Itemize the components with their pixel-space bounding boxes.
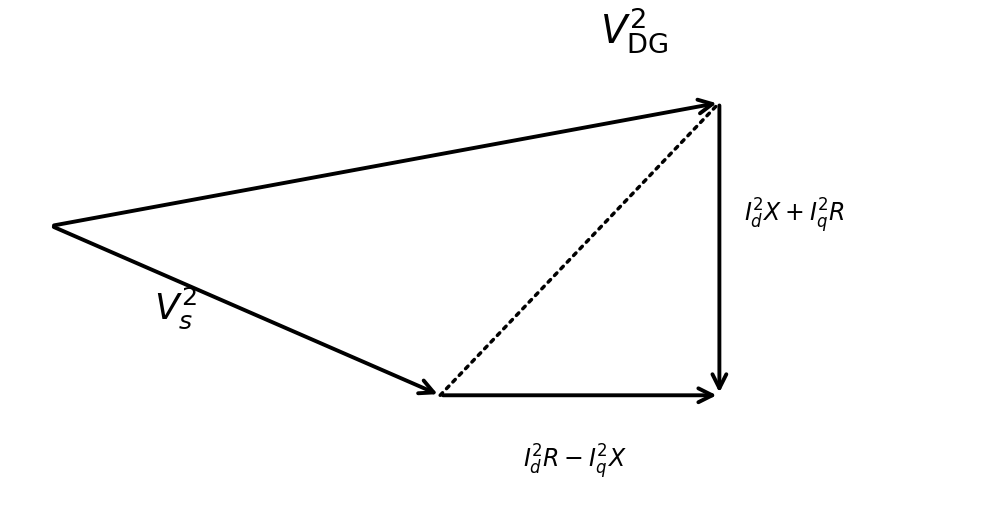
Text: $V^{2}_{\mathrm{DG}}$: $V^{2}_{\mathrm{DG}}$	[600, 6, 669, 56]
Text: $V_s^{2}$: $V_s^{2}$	[154, 285, 197, 331]
Text: $I_d^2R-I_q^2X$: $I_d^2R-I_q^2X$	[523, 443, 627, 481]
Text: $I_d^2X+I_q^2R$: $I_d^2X+I_q^2R$	[744, 196, 845, 235]
